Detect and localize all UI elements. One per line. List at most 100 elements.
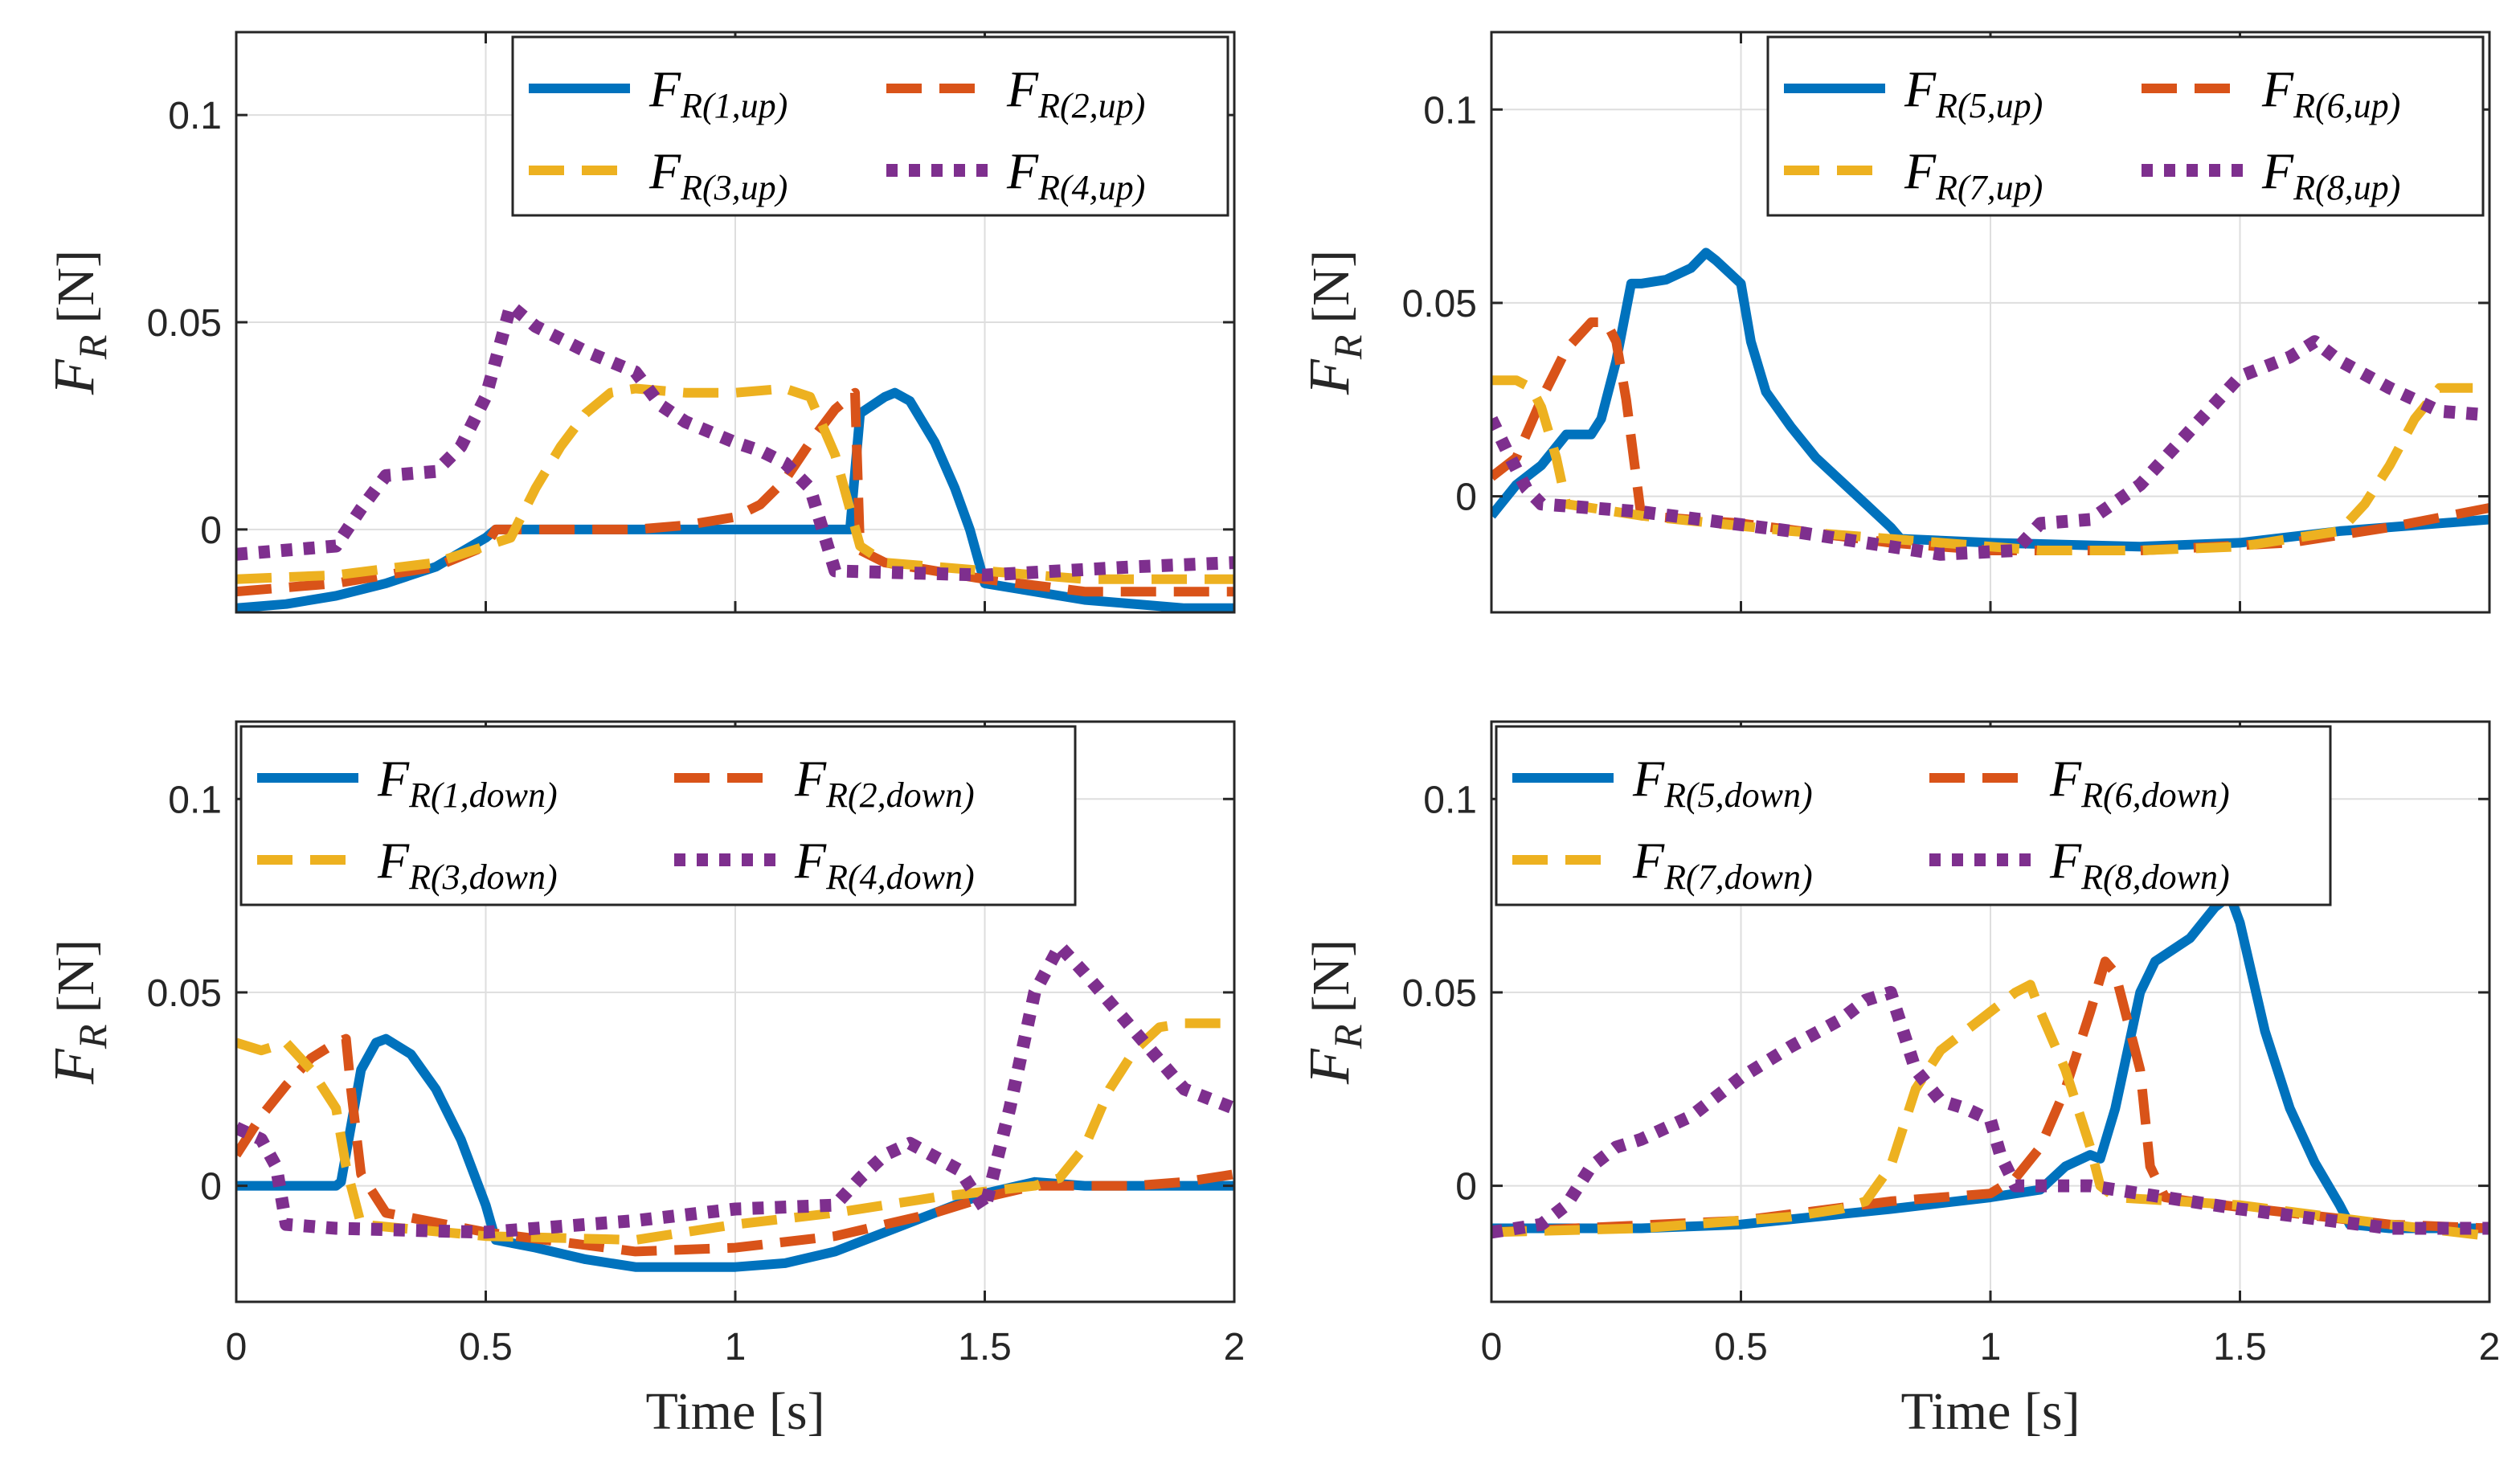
legend-entry-subscript: R(4,up)	[1037, 168, 1145, 207]
legend-entry-label: FR(2,up)	[1006, 60, 1145, 125]
y-tick-label: 0.1	[1423, 89, 1477, 132]
y-tick-label: 0.1	[168, 95, 222, 137]
series-line-r-5-down	[1491, 890, 2489, 1234]
legend-box	[239, 725, 1077, 906]
y-axis-label: FR [N]	[42, 250, 115, 395]
y-tick-label: 0.1	[1423, 779, 1477, 821]
legend-entry-subscript: R(5,down)	[1663, 775, 1813, 815]
y-axis-label-subscript: R	[1325, 1025, 1370, 1050]
x-tick-label: 1	[725, 1326, 747, 1369]
x-tick-label: 2	[1224, 1326, 1246, 1369]
y-axis-label-subscript: R	[70, 1025, 115, 1050]
legend-entry-symbol: F	[1904, 60, 1937, 117]
legend-entry-label: FR(4,up)	[1006, 142, 1145, 207]
series-line-r-7-up	[1491, 375, 2489, 555]
legend-entry-label: FR(6,up)	[2261, 60, 2400, 125]
legend-entry-subscript: R(2,up)	[1037, 86, 1145, 125]
legend-box	[511, 35, 1229, 217]
legend-entry-label: FR(1,up)	[648, 60, 788, 125]
legend-entry-label: FR(6,down)	[2049, 750, 2230, 815]
x-axis-label: Time [s]	[645, 1382, 824, 1441]
legend-entry-label: FR(8,down)	[2049, 832, 2230, 897]
y-tick-label: 0.1	[168, 779, 222, 821]
series-line-r-3-up	[236, 383, 1234, 584]
legend-entry-symbol: F	[1632, 750, 1665, 807]
legend-entry-subscript: R(5,up)	[1935, 86, 2043, 125]
y-axis-label: FR [N]	[1297, 250, 1370, 395]
chart-panel-top-left: 00.050.1FR[N]FR(1,up) FR(2,up)FR(3,up) FR(…	[42, 31, 1236, 614]
series-line-r-8-up	[1491, 335, 2489, 561]
y-tick-label: 0	[200, 509, 222, 552]
legend-entry-symbol: F	[1006, 60, 1039, 117]
legend-entry-subscript: R(1,up)	[680, 86, 788, 125]
legend-entry-subscript: R(3,down)	[408, 857, 558, 897]
y-tick-label: 0	[200, 1166, 222, 1209]
series-line-r-8-down	[1491, 985, 2489, 1239]
legend-entry-symbol: F	[794, 750, 827, 807]
legend-entry-label: FR(3,down)	[377, 832, 558, 897]
x-tick-label: 1.5	[2213, 1326, 2267, 1369]
legend-entry-label: FR(8,up)	[2261, 142, 2400, 207]
legend-entry-subscript: R(3,up)	[680, 168, 788, 207]
legend-entry-subscript: R(1,down)	[408, 775, 558, 815]
series-line-r-2-down	[236, 1033, 1234, 1257]
x-tick-label: 0.5	[459, 1326, 513, 1369]
y-tick-label: 0	[1455, 477, 1477, 519]
legend-box	[1766, 35, 2485, 217]
legend-entry-symbol: F	[2261, 142, 2294, 199]
chart-panel-top-right: 00.050.1FR[N]FR(5,up) FR(6,up)FR(7,up) FR(…	[1297, 31, 2491, 614]
legend-entry-label: FR(7,up)	[1904, 142, 2043, 207]
legend-entry-symbol: F	[377, 750, 410, 807]
legend-entry-label: FR(2,down)	[794, 750, 975, 815]
y-tick-label: 0	[1455, 1166, 1477, 1209]
legend-entry-subscript: R(6,down)	[2080, 775, 2230, 815]
legend-entry-symbol: F	[2261, 60, 2294, 117]
y-tick-label: 0.05	[147, 302, 222, 345]
x-tick-label: 0	[1481, 1326, 1503, 1369]
x-tick-label: 2	[2479, 1326, 2501, 1369]
y-axis-label-subscript: R	[70, 335, 115, 361]
y-axis-label-unit: [N]	[1302, 250, 1360, 324]
chart-panel-bottom-right: 0 0.5 1 1.5 200.050.1FR[N]Time [s]FR(5,down)…	[1297, 720, 2501, 1441]
chart-panel-bottom-left: 0 0.5 1 1.5 200.050.1FR[N]Time [s]FR(1,down)…	[42, 720, 1246, 1441]
legend-entry-label: FR(7,down)	[1632, 832, 1813, 897]
legend-entry-label: FR(5,down)	[1632, 750, 1813, 815]
y-axis-label-subscript: R	[1325, 335, 1370, 361]
legend-entry-subscript: R(8,up)	[2293, 168, 2400, 207]
legend-entry-label: FR(4,down)	[794, 832, 975, 897]
series-line-r-4-up	[236, 299, 1234, 582]
y-axis-label-symbol: F	[1297, 358, 1361, 395]
y-axis-label: FR [N]	[42, 939, 115, 1085]
legend-entry-label: FR(1,down)	[377, 750, 558, 815]
legend-entry-symbol: F	[1006, 142, 1039, 199]
legend-entry-label: FR(3,up)	[648, 142, 788, 207]
legend-entry-symbol: F	[1904, 142, 1937, 199]
series-line-r-2-up	[236, 387, 1234, 597]
y-tick-label: 0.05	[1402, 972, 1477, 1015]
legend-entry-symbol: F	[2049, 832, 2082, 889]
y-axis-label-symbol: F	[42, 1048, 106, 1085]
y-axis-label-unit: [N]	[47, 939, 105, 1013]
legend-entry-subscript: R(8,down)	[2080, 857, 2230, 897]
legend-entry-subscript: R(2,down)	[825, 775, 975, 815]
legend: FR(1,up) FR(2,up)FR(3,up) FR(4,up)	[511, 35, 1229, 217]
legend-entry-symbol: F	[1632, 832, 1665, 889]
y-tick-label: 0.05	[147, 972, 222, 1015]
y-axis-label-unit: [N]	[47, 250, 105, 324]
legend-box	[1495, 725, 2332, 906]
x-tick-label: 1.5	[958, 1326, 1012, 1369]
legend: FR(5,up) FR(6,up)FR(7,up) FR(8,up)	[1766, 35, 2485, 217]
legend-entry-subscript: R(6,up)	[2293, 86, 2400, 125]
legend-entry-label: FR(5,up)	[1904, 60, 2043, 125]
legend: FR(5,down) FR(6,down)FR(7,down) FR(8,down)	[1495, 725, 2332, 906]
legend-entry-symbol: F	[794, 832, 827, 889]
series-line-r-6-up	[1491, 317, 2489, 555]
legend-entry-subscript: R(4,down)	[825, 857, 975, 897]
legend: FR(1,down) FR(2,down)FR(3,down) FR(4,down)	[239, 725, 1077, 906]
x-tick-label: 1	[1980, 1326, 2002, 1369]
legend-entry-subscript: R(7,up)	[1935, 168, 2043, 207]
x-tick-label: 0.5	[1714, 1326, 1768, 1369]
legend-entry-symbol: F	[648, 142, 681, 199]
x-axis-label: Time [s]	[1900, 1382, 2080, 1441]
